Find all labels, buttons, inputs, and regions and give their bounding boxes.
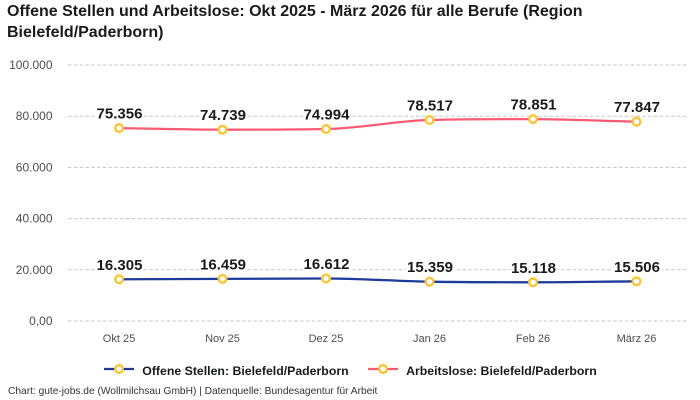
svg-text:20.000: 20.000 bbox=[16, 263, 53, 277]
svg-text:Dez 25: Dez 25 bbox=[309, 333, 344, 345]
svg-text:77.847: 77.847 bbox=[614, 99, 660, 116]
svg-text:60.000: 60.000 bbox=[16, 160, 53, 174]
svg-text:März 26: März 26 bbox=[617, 333, 657, 345]
svg-text:15.359: 15.359 bbox=[407, 259, 453, 276]
svg-text:40.000: 40.000 bbox=[16, 212, 53, 226]
svg-text:100.000: 100.000 bbox=[9, 58, 53, 72]
svg-text:15.118: 15.118 bbox=[511, 260, 556, 277]
svg-text:75.356: 75.356 bbox=[97, 106, 143, 123]
svg-text:Feb 26: Feb 26 bbox=[516, 333, 550, 345]
svg-text:15.506: 15.506 bbox=[614, 259, 660, 276]
svg-text:16.305: 16.305 bbox=[97, 257, 143, 274]
svg-text:74.739: 74.739 bbox=[200, 107, 246, 124]
svg-text:16.612: 16.612 bbox=[304, 256, 350, 273]
svg-text:16.459: 16.459 bbox=[200, 256, 246, 273]
svg-text:Nov 25: Nov 25 bbox=[205, 333, 240, 345]
svg-text:Okt 25: Okt 25 bbox=[103, 333, 135, 345]
svg-text:0,00: 0,00 bbox=[29, 314, 53, 328]
svg-text:Jan 26: Jan 26 bbox=[413, 333, 446, 345]
svg-text:78.851: 78.851 bbox=[511, 97, 557, 114]
svg-text:78.517: 78.517 bbox=[407, 98, 453, 115]
svg-text:80.000: 80.000 bbox=[16, 109, 53, 123]
svg-text:74.994: 74.994 bbox=[304, 107, 351, 124]
